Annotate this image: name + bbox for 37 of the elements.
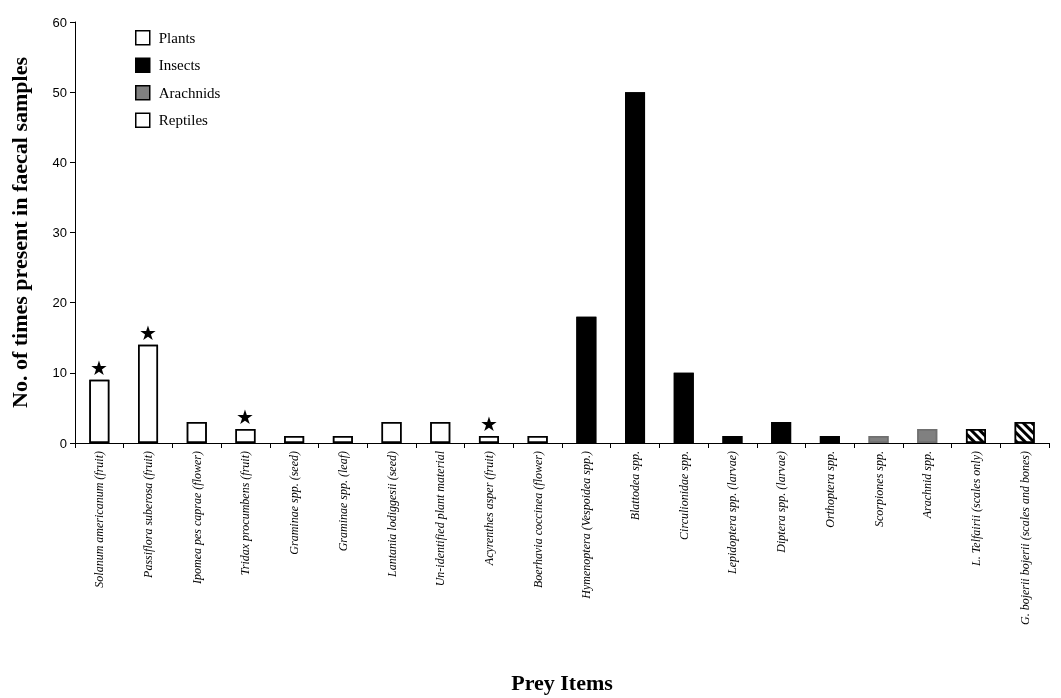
y-axis-title: No. of times present in faecal samples [6, 56, 32, 408]
x-tick-label: Lepidoptera spp. (larvae) [725, 451, 740, 575]
y-tick-label: 60 [52, 14, 67, 30]
x-tick-label: Graminae spp. (leaf) [335, 451, 350, 552]
x-tick-label: Orthoptera spp. [822, 451, 837, 528]
y-tick-label: 10 [52, 365, 67, 381]
x-tick-label: Solanum americanum (fruit) [92, 451, 107, 588]
x-tick-label: Arachnid spp. [920, 451, 935, 520]
y-tick-label: 30 [52, 225, 67, 240]
x-tick-label: Boerhavia coccinea (flower) [530, 451, 545, 589]
annotation: ★ [479, 412, 498, 435]
x-axis-title: Prey Items [511, 669, 614, 695]
x-tick-label: Ipomea pes caprae (flower) [189, 451, 204, 585]
x-tick-label: Un-identified plant material [433, 450, 448, 587]
legend-label: Reptiles [158, 112, 209, 129]
x-tick-label: Blattodea spp. [628, 451, 643, 521]
annotation: ★ [139, 321, 158, 344]
x-tick-label: Passiflora suberosa (fruit) [141, 451, 156, 579]
y-tick-label: 0 [59, 435, 67, 451]
x-tick-label: G. bojerii bojerii (scales and bones) [1017, 451, 1032, 625]
legend-label: Plants [158, 29, 196, 46]
x-tick-label: Scorpiones spp. [871, 451, 886, 527]
x-tick-label: Lantania lodiggesii (seed) [384, 451, 399, 578]
x-tick-label: Tridax procumbens (fruit) [238, 451, 253, 576]
y-tick-label: 20 [52, 295, 67, 311]
annotation: ★ [90, 356, 109, 379]
x-tick-label: Circulionidae spp. [676, 451, 691, 540]
y-tick-label: 40 [52, 154, 67, 170]
x-tick-label: Hymenoptera (Vespoidea spp.) [579, 451, 594, 600]
legend-label: Insects [158, 57, 201, 74]
x-tick-label: Diptera spp. (larvae) [774, 451, 789, 554]
legend-label: Arachnids [158, 84, 221, 101]
y-tick-label: 50 [52, 84, 67, 100]
x-tick-label: Graminae spp. (seed) [287, 451, 302, 555]
annotation: ★ [236, 405, 255, 428]
x-tick-label: Acyrenthes asper (fruit) [481, 451, 496, 567]
x-tick-label: L. Telfairii (scales only) [968, 451, 983, 567]
